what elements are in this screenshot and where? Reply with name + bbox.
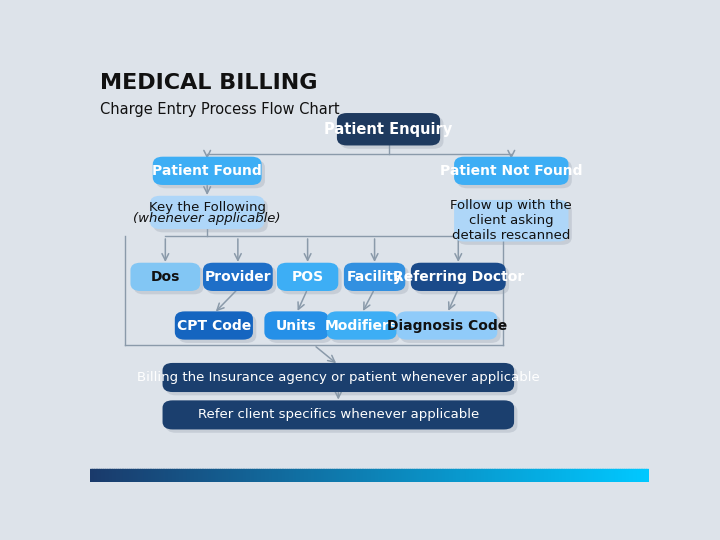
Text: Follow up with the
client asking
details rescanned: Follow up with the client asking details… <box>451 199 572 242</box>
FancyBboxPatch shape <box>153 199 268 232</box>
FancyBboxPatch shape <box>203 263 273 291</box>
Text: Facility: Facility <box>346 270 402 284</box>
FancyBboxPatch shape <box>277 263 338 291</box>
FancyBboxPatch shape <box>414 266 509 294</box>
FancyBboxPatch shape <box>347 266 409 294</box>
FancyBboxPatch shape <box>178 315 256 343</box>
Text: MEDICAL BILLING: MEDICAL BILLING <box>100 73 318 93</box>
Text: Dos: Dos <box>150 270 180 284</box>
FancyBboxPatch shape <box>166 366 518 395</box>
FancyBboxPatch shape <box>400 315 500 343</box>
Text: Units: Units <box>276 319 317 333</box>
Text: Modifiers: Modifiers <box>325 319 398 333</box>
Text: POS: POS <box>292 270 324 284</box>
Text: Charge Entry Process Flow Chart: Charge Entry Process Flow Chart <box>100 102 340 117</box>
FancyBboxPatch shape <box>457 160 572 188</box>
Text: (whenever applicable): (whenever applicable) <box>133 212 281 225</box>
FancyBboxPatch shape <box>344 263 405 291</box>
FancyBboxPatch shape <box>454 157 569 185</box>
Text: Patient Not Found: Patient Not Found <box>440 164 582 178</box>
FancyBboxPatch shape <box>337 113 440 145</box>
Text: Provider: Provider <box>204 270 271 284</box>
FancyBboxPatch shape <box>156 160 265 188</box>
FancyBboxPatch shape <box>175 312 253 340</box>
FancyBboxPatch shape <box>207 266 276 294</box>
FancyBboxPatch shape <box>268 315 332 343</box>
FancyBboxPatch shape <box>130 263 200 291</box>
FancyBboxPatch shape <box>457 203 572 245</box>
Text: Key the Following: Key the Following <box>149 201 266 214</box>
FancyBboxPatch shape <box>280 266 342 294</box>
FancyBboxPatch shape <box>166 404 518 433</box>
FancyBboxPatch shape <box>150 196 264 229</box>
Text: CPT Code: CPT Code <box>176 319 251 333</box>
FancyBboxPatch shape <box>134 266 204 294</box>
FancyBboxPatch shape <box>397 312 498 340</box>
Text: Patient Found: Patient Found <box>153 164 262 178</box>
FancyBboxPatch shape <box>341 116 444 149</box>
Text: Refer client specifics whenever applicable: Refer client specifics whenever applicab… <box>198 408 479 421</box>
FancyBboxPatch shape <box>454 200 569 241</box>
FancyBboxPatch shape <box>330 315 400 343</box>
FancyBboxPatch shape <box>163 400 514 429</box>
FancyBboxPatch shape <box>264 312 328 340</box>
FancyBboxPatch shape <box>163 363 514 392</box>
Text: Billing the Insurance agency or patient whenever applicable: Billing the Insurance agency or patient … <box>137 371 540 384</box>
FancyBboxPatch shape <box>327 312 397 340</box>
Text: Referring Doctor: Referring Doctor <box>392 270 524 284</box>
Text: Patient Enquiry: Patient Enquiry <box>325 122 453 137</box>
Text: Diagnosis Code: Diagnosis Code <box>387 319 508 333</box>
FancyBboxPatch shape <box>153 157 261 185</box>
FancyBboxPatch shape <box>411 263 505 291</box>
